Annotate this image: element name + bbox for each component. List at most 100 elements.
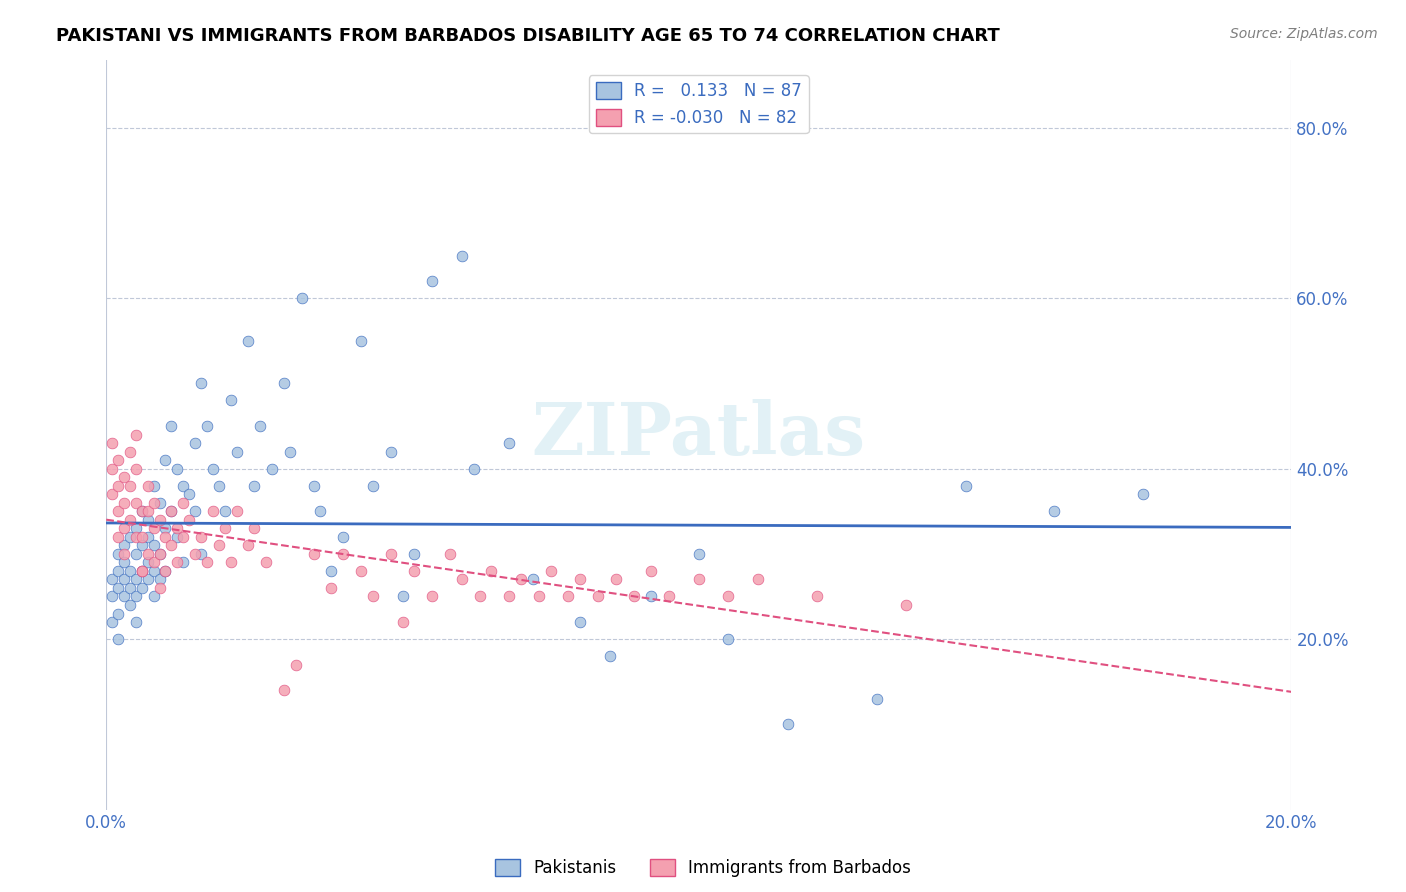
Point [350, 564, 373, 578]
Point [107, 479, 129, 493]
Point [172, 479, 194, 493]
Point [148, 547, 170, 561]
Point [112, 547, 135, 561]
Point [481, 564, 503, 578]
Point [172, 555, 194, 569]
Point [160, 538, 183, 552]
Point [160, 504, 183, 518]
Point [166, 555, 188, 569]
Point [118, 444, 141, 458]
Point [391, 615, 413, 629]
Point [557, 590, 579, 604]
Point [131, 530, 153, 544]
Point [148, 581, 170, 595]
Point [332, 530, 354, 544]
Point [243, 479, 266, 493]
Point [623, 590, 645, 604]
Point [747, 573, 769, 587]
Point [208, 538, 231, 552]
Point [284, 657, 307, 672]
Point [238, 334, 260, 348]
Point [131, 564, 153, 578]
Point [463, 461, 485, 475]
Point [302, 479, 325, 493]
Point [107, 453, 129, 467]
Point [142, 496, 165, 510]
Point [107, 607, 129, 621]
Point [125, 547, 148, 561]
Point [291, 291, 314, 305]
Point [142, 564, 165, 578]
Point [112, 538, 135, 552]
Point [142, 590, 165, 604]
Point [717, 590, 740, 604]
Point [112, 521, 135, 535]
Point [112, 496, 135, 510]
Point [160, 419, 183, 434]
Point [439, 547, 461, 561]
Point [101, 436, 124, 450]
Point [214, 521, 236, 535]
Point [201, 461, 224, 475]
Point [148, 547, 170, 561]
Point [1043, 504, 1066, 518]
Point [136, 479, 159, 493]
Point [184, 504, 207, 518]
Point [332, 547, 354, 561]
Point [118, 479, 141, 493]
Point [179, 487, 201, 501]
Point [273, 376, 295, 391]
Point [125, 521, 148, 535]
Point [155, 521, 177, 535]
Point [125, 530, 148, 544]
Point [125, 496, 148, 510]
Point [101, 461, 124, 475]
Point [125, 427, 148, 442]
Point [112, 555, 135, 569]
Point [125, 590, 148, 604]
Point [361, 479, 384, 493]
Text: ZIPatlas: ZIPatlas [531, 399, 866, 470]
Point [195, 419, 218, 434]
Point [420, 274, 443, 288]
Point [195, 555, 218, 569]
Point [219, 393, 242, 408]
Point [569, 615, 592, 629]
Point [776, 717, 799, 731]
Point [238, 538, 260, 552]
Point [125, 461, 148, 475]
Point [208, 479, 231, 493]
Point [321, 581, 343, 595]
Legend: Pakistanis, Immigrants from Barbados: Pakistanis, Immigrants from Barbados [488, 852, 918, 884]
Point [142, 521, 165, 535]
Point [107, 530, 129, 544]
Point [136, 555, 159, 569]
Point [112, 573, 135, 587]
Point [865, 691, 887, 706]
Point [118, 564, 141, 578]
Point [131, 504, 153, 518]
Legend: R =   0.133   N = 87, R = -0.030   N = 82: R = 0.133 N = 87, R = -0.030 N = 82 [589, 76, 808, 134]
Point [101, 573, 124, 587]
Point [308, 504, 330, 518]
Point [131, 504, 153, 518]
Point [166, 530, 188, 544]
Point [155, 530, 177, 544]
Point [599, 649, 621, 664]
Point [155, 564, 177, 578]
Point [278, 444, 301, 458]
Point [510, 573, 533, 587]
Point [688, 547, 710, 561]
Point [896, 598, 918, 612]
Point [262, 461, 284, 475]
Point [249, 419, 271, 434]
Point [155, 564, 177, 578]
Point [605, 573, 627, 587]
Point [380, 444, 402, 458]
Point [125, 573, 148, 587]
Text: PAKISTANI VS IMMIGRANTS FROM BARBADOS DISABILITY AGE 65 TO 74 CORRELATION CHART: PAKISTANI VS IMMIGRANTS FROM BARBADOS DI… [56, 27, 1000, 45]
Point [107, 632, 129, 646]
Point [118, 581, 141, 595]
Point [112, 470, 135, 484]
Point [107, 581, 129, 595]
